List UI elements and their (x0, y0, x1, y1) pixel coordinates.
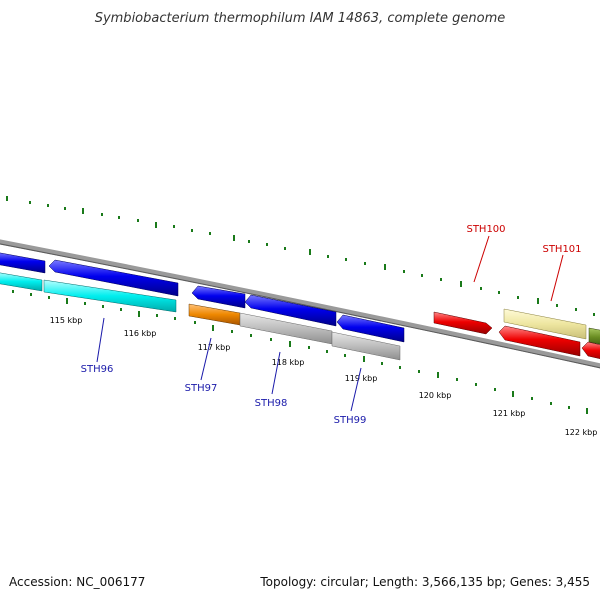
gene-reverse-1[interactable] (0, 272, 43, 292)
gene-label-sth98[interactable]: STH98 (255, 398, 288, 409)
gene-label-sth100[interactable]: STH100 (466, 224, 505, 235)
gene-reverse-5[interactable] (331, 331, 401, 361)
leader-line-sth98 (271, 351, 281, 395)
gene-forward-6[interactable] (433, 311, 493, 335)
tick-label: 118 kbp (272, 358, 305, 367)
gene-label-sth96[interactable]: STH96 (81, 364, 114, 375)
accession-text: Accession: NC_006177 (9, 575, 145, 589)
lower-tick-ruler (12, 290, 588, 414)
gene-forward-3[interactable] (191, 285, 246, 309)
leader-line-sth101 (550, 254, 564, 302)
leader-line-sth97 (200, 337, 212, 381)
gene-reverse-2[interactable] (43, 279, 177, 313)
genome-backbone (0, 239, 600, 369)
gene-reverse-3[interactable] (188, 303, 241, 326)
gene-label-sth97[interactable]: STH97 (185, 383, 218, 394)
tick-label: 119 kbp (345, 374, 378, 383)
tick-label: 122 kbp (565, 428, 598, 437)
gene-label-sth99[interactable]: STH99 (334, 415, 367, 426)
gene-label-sth101[interactable]: STH101 (542, 244, 581, 255)
genome-title: Symbiobacterium thermophilum IAM 14863, … (95, 11, 506, 26)
gene-forward-2[interactable] (48, 259, 179, 297)
tick-label: 120 kbp (419, 391, 452, 400)
genome-backbone-shadow (0, 243, 600, 369)
tick-label: 116 kbp (124, 329, 157, 338)
gene-reverse-7[interactable] (581, 341, 600, 361)
gene-reverse-6[interactable] (498, 325, 581, 357)
tick-label: 121 kbp (493, 409, 526, 418)
leader-line-sth100 (473, 235, 490, 283)
leader-line-sth96 (96, 317, 105, 363)
gene-forward-7[interactable] (503, 308, 587, 340)
gene-forward-5[interactable] (336, 314, 405, 343)
gene-forward-1[interactable] (0, 252, 46, 274)
tick-label: 117 kbp (198, 343, 231, 352)
gene-forward-8[interactable] (588, 327, 600, 346)
leader-line-sth99 (350, 367, 362, 412)
upper-tick-ruler (6, 196, 595, 316)
topology-text: Topology: circular; Length: 3,566,135 bp… (259, 575, 590, 589)
tick-label: 115 kbp (50, 316, 83, 325)
gene-forward-4[interactable] (244, 294, 337, 327)
